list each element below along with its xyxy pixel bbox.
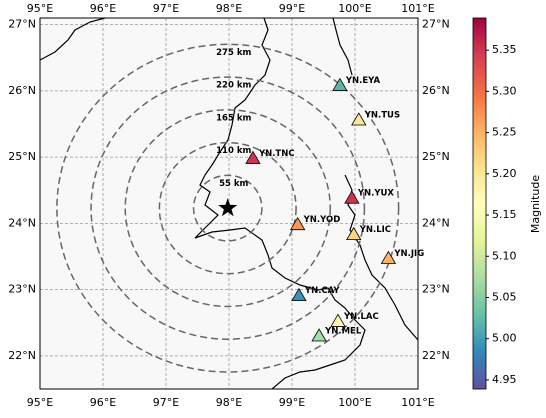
y-tick-label-right: 22°N	[422, 349, 450, 362]
y-tick-label-right: 23°N	[422, 283, 450, 296]
station-label: YN.CAY	[304, 286, 341, 296]
ring-label: 275 km	[216, 48, 251, 58]
station-marker	[289, 216, 306, 231]
x-tick-label: 97°E	[153, 396, 179, 409]
station-label: YN.JIG	[393, 249, 424, 259]
y-tick-label: 25°N	[8, 150, 36, 163]
station-marker	[346, 226, 362, 241]
station-label: YN.LAC	[343, 312, 379, 322]
station-marker	[291, 287, 307, 301]
colorbar-tick-label: 5.15	[492, 208, 517, 221]
x-tick-label: 99°E	[279, 396, 305, 409]
x-tick-label-top: 99°E	[279, 2, 305, 15]
colorbar	[472, 17, 487, 390]
y-tick-label: 24°N	[8, 216, 36, 229]
y-tick-label: 22°N	[8, 349, 36, 362]
x-tick-label-top: 95°E	[27, 2, 53, 15]
y-tick-label-right: 27°N	[422, 18, 450, 31]
station-marker	[332, 77, 348, 91]
distance-ring	[124, 109, 332, 308]
y-tick-label: 26°N	[8, 84, 36, 97]
station-label: YN.LIC	[359, 225, 391, 235]
station-marker	[344, 190, 360, 204]
epicenter	[218, 198, 238, 217]
x-tick-label-top: 98°E	[216, 2, 242, 15]
y-tick-label: 23°N	[8, 283, 36, 296]
distance-ring	[90, 76, 366, 340]
x-tick-label-top: 100°E	[338, 2, 371, 15]
x-tick-label-top: 96°E	[90, 2, 116, 15]
distance-ring	[158, 141, 297, 275]
station-label: YN.TNC	[258, 149, 295, 159]
station-marker	[351, 112, 367, 126]
x-tick-label: 96°E	[90, 396, 116, 409]
station-label: YN.MEL	[324, 327, 362, 337]
colorbar-tick-label: 5.05	[492, 290, 517, 303]
colorbar-tick-label: 5.35	[492, 43, 517, 56]
y-tick-label-right: 25°N	[422, 150, 450, 163]
x-tick-label: 100°E	[338, 396, 371, 409]
station-marker	[245, 150, 261, 164]
ring-label: 165 km	[216, 113, 251, 123]
colorbar-tick-label: 5.30	[492, 84, 517, 97]
distance-ring	[192, 174, 263, 242]
colorbar-tick-label: 5.10	[492, 249, 517, 262]
y-tick-label: 27°N	[8, 18, 36, 31]
colorbar-tick-label: 4.95	[492, 373, 517, 386]
x-tick-label-top: 101°E	[401, 2, 434, 15]
station-marker	[330, 313, 346, 327]
y-tick-label-right: 26°N	[422, 84, 450, 97]
x-tick-label: 98°E	[216, 396, 242, 409]
ring-label: 55 km	[219, 179, 248, 189]
colorbar-tick-label: 5.00	[492, 332, 517, 345]
ring-label: 110 km	[216, 146, 251, 156]
station-label: YN.YUX	[357, 189, 395, 199]
x-tick-label: 101°E	[401, 396, 434, 409]
station-marker	[380, 250, 397, 264]
map-frame	[39, 17, 419, 390]
x-tick-label-top: 97°E	[153, 2, 179, 15]
station-marker	[311, 328, 327, 342]
ring-label: 220 km	[216, 81, 251, 91]
station-label: YN.EYA	[345, 76, 381, 86]
colorbar-tick-label: 5.25	[492, 126, 517, 139]
colorbar-tick-label: 5.20	[492, 167, 517, 180]
y-tick-label-right: 24°N	[422, 216, 450, 229]
station-label: YN.YOD	[303, 215, 341, 225]
x-tick-label: 95°E	[27, 396, 53, 409]
colorbar-label: Magnitude	[529, 175, 542, 234]
distance-ring	[56, 43, 400, 373]
station-label: YN.TUS	[364, 111, 400, 121]
